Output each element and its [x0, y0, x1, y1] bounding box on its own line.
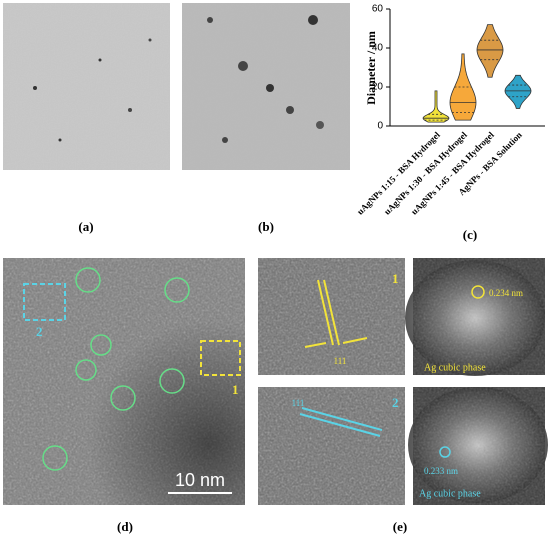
region-label: 2: [36, 324, 43, 339]
region-label: 2: [392, 395, 399, 410]
y-tick-label: 0: [377, 121, 383, 132]
y-tick-label: 60: [372, 4, 384, 15]
plane-label: 111: [334, 356, 347, 366]
panel-label: (b): [258, 219, 274, 234]
scale-bar: 10 nm: [175, 470, 225, 490]
violin: [476, 24, 504, 78]
region-label: 1: [232, 382, 239, 397]
spacing-label: 0.233 nm: [424, 466, 458, 476]
phase-label: Ag cubic phase: [419, 488, 481, 499]
phase-label: Ag cubic phase: [424, 362, 486, 373]
image-d: 2 1 10 nm: [3, 258, 245, 505]
plane-label: 111: [292, 398, 305, 408]
panel-label: (c): [463, 227, 477, 242]
violin: [422, 90, 450, 123]
region-label: 1: [392, 271, 399, 286]
panel-label: (a): [78, 219, 93, 234]
panel-label: (d): [117, 519, 133, 534]
image-b: [182, 3, 350, 170]
spacing-label: 0.234 nm: [489, 288, 523, 298]
image-a: [3, 3, 170, 170]
y-tick-label: 20: [372, 82, 384, 93]
panel-label: (e): [393, 519, 407, 534]
violin: [504, 74, 532, 109]
y-axis-label: Diameter / nm: [364, 31, 378, 105]
image-e: 1 111 0.234 nm Ag cubic phase 2 111 0.23…: [258, 258, 548, 505]
y-tick-label: 40: [372, 43, 384, 54]
